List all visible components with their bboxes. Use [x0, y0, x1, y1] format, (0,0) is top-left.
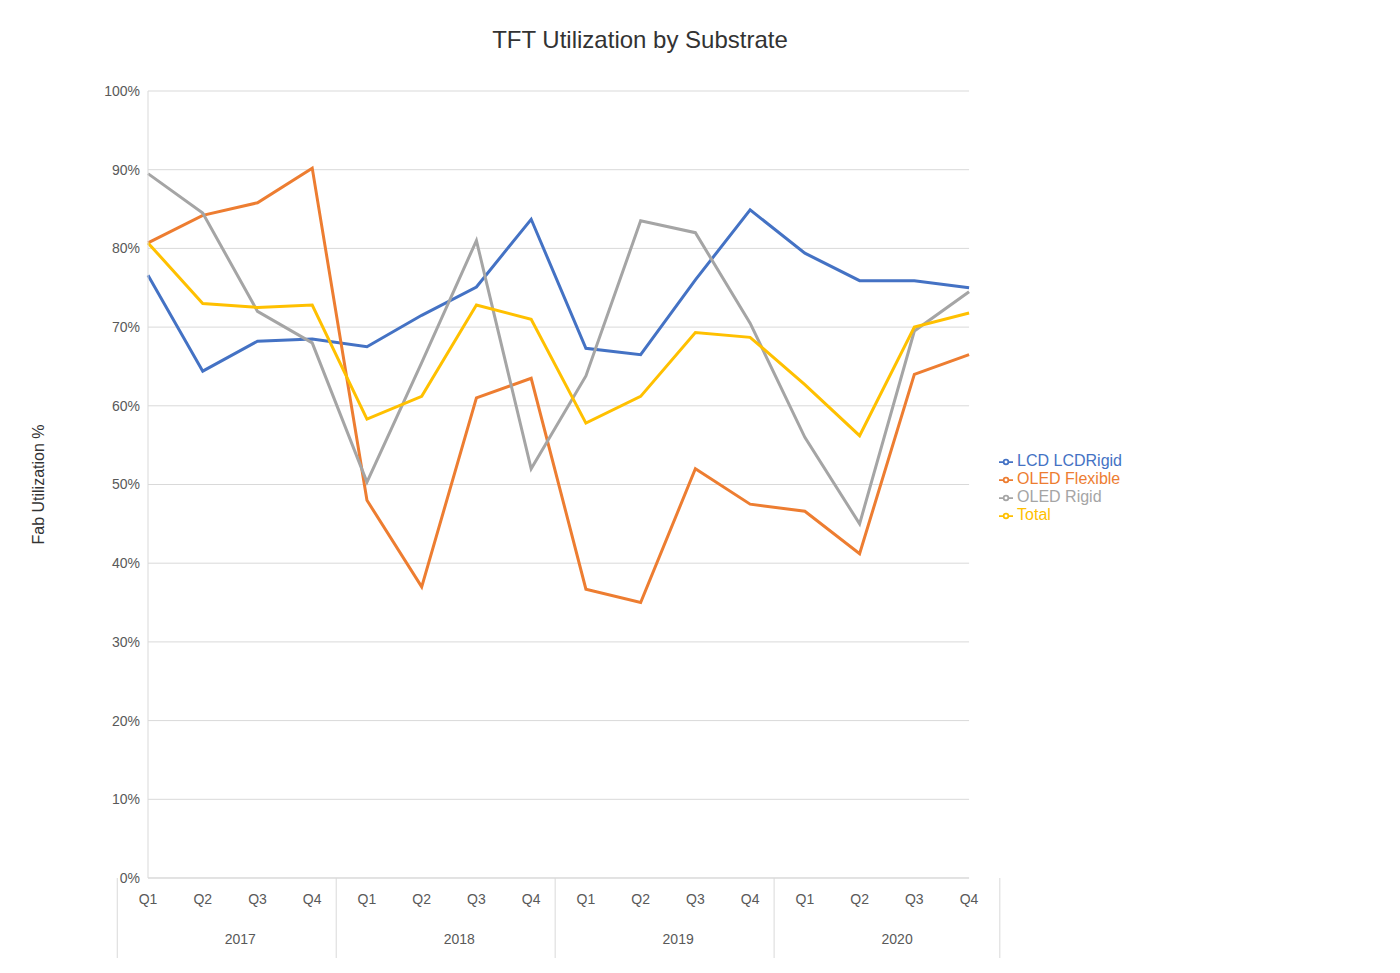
svg-text:2018: 2018 [444, 931, 475, 947]
svg-text:Q1: Q1 [358, 891, 377, 907]
svg-text:100%: 100% [104, 83, 140, 99]
svg-text:2020: 2020 [882, 931, 913, 947]
svg-text:80%: 80% [112, 240, 140, 256]
svg-text:20%: 20% [112, 713, 140, 729]
svg-text:Q1: Q1 [577, 891, 596, 907]
html-text:OLED Rigid: OLED Rigid [1017, 488, 1102, 505]
svg-text:Q2: Q2 [412, 891, 431, 907]
svg-text:Q4: Q4 [303, 891, 322, 907]
svg-text:Q1: Q1 [139, 891, 158, 907]
svg-text:2017: 2017 [225, 931, 256, 947]
svg-text:10%: 10% [112, 791, 140, 807]
svg-text:Fab Utilization %: Fab Utilization % [30, 424, 47, 544]
html-text:OLED Flexible: OLED Flexible [1017, 470, 1121, 487]
svg-text:Q4: Q4 [741, 891, 760, 907]
svg-text:90%: 90% [112, 162, 140, 178]
html-text:TFT Utilization by Substrate: TFT Utilization by Substrate [492, 26, 788, 53]
svg-text:Q3: Q3 [686, 891, 705, 907]
svg-text:Q4: Q4 [960, 891, 979, 907]
svg-text:0%: 0% [120, 870, 140, 886]
html-text:LCD LCDRigid: LCD LCDRigid [1017, 452, 1122, 469]
svg-text:Q4: Q4 [522, 891, 541, 907]
svg-text:70%: 70% [112, 319, 140, 335]
svg-text:Q3: Q3 [905, 891, 924, 907]
svg-text:Q3: Q3 [467, 891, 486, 907]
svg-text:50%: 50% [112, 476, 140, 492]
svg-text:Q2: Q2 [850, 891, 869, 907]
html-text:Total: Total [1017, 506, 1051, 523]
svg-text:Q2: Q2 [193, 891, 212, 907]
svg-text:Q3: Q3 [248, 891, 267, 907]
svg-text:2019: 2019 [663, 931, 694, 947]
svg-text:Q1: Q1 [796, 891, 815, 907]
svg-text:40%: 40% [112, 555, 140, 571]
svg-text:60%: 60% [112, 398, 140, 414]
svg-text:Q2: Q2 [631, 891, 650, 907]
svg-text:30%: 30% [112, 634, 140, 650]
